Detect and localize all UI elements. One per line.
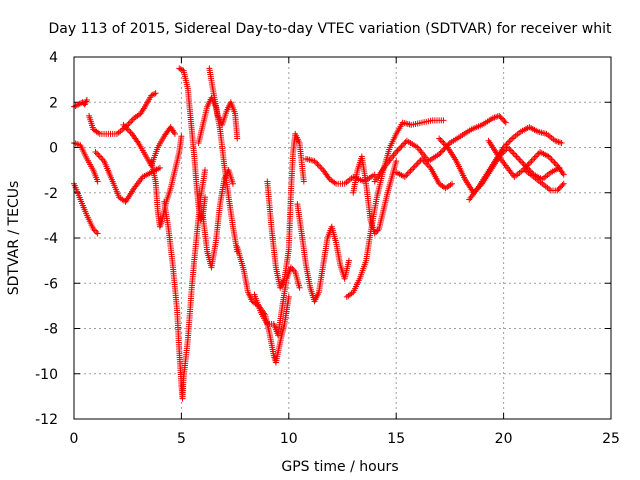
data-point-markers bbox=[343, 117, 447, 300]
data-point-markers bbox=[71, 139, 101, 185]
data-series-sat-w bbox=[466, 124, 565, 203]
data-point-markers bbox=[485, 137, 567, 180]
x-tick-label: 10 bbox=[280, 431, 298, 447]
data-point-markers bbox=[71, 180, 101, 237]
y-axis-label: SDTVAR / TECUs bbox=[6, 181, 22, 296]
grid bbox=[74, 57, 611, 419]
data-point-markers bbox=[161, 167, 209, 402]
data-point-markers bbox=[206, 65, 241, 142]
data-point-markers bbox=[393, 155, 456, 192]
axis-ticks: 0 5 10 15 20 25 -12 -10 -8 -6 -4 -2 0 2 4 bbox=[35, 50, 620, 447]
chart-title: Day 113 of 2015, Sidereal Day-to-day VTE… bbox=[49, 21, 612, 37]
data-point-markers bbox=[294, 201, 352, 305]
data-series-sat-f bbox=[120, 121, 178, 169]
y-tick-label: 0 bbox=[49, 141, 58, 157]
y-tick-label: -10 bbox=[35, 367, 58, 383]
data-series-sat-h bbox=[161, 167, 209, 402]
x-tick-label: 0 bbox=[70, 431, 79, 447]
data-series-sat-t bbox=[371, 112, 509, 185]
data-series-sat-a bbox=[71, 180, 101, 237]
data-series-sat-x bbox=[485, 137, 567, 180]
data-series-sat-p bbox=[294, 201, 352, 305]
x-tick-label: 5 bbox=[177, 431, 186, 447]
data-point-markers bbox=[371, 112, 509, 185]
x-axis-label: GPS time / hours bbox=[281, 459, 398, 475]
x-tick-label: 15 bbox=[387, 431, 405, 447]
data-series-sat-e bbox=[92, 149, 163, 205]
data-series-sat-b bbox=[71, 139, 101, 185]
data-point-markers bbox=[199, 167, 236, 271]
y-tick-label: -4 bbox=[44, 231, 58, 247]
plot-area bbox=[71, 65, 567, 402]
data-series-sat-d bbox=[86, 90, 159, 137]
data-series-sat-y bbox=[522, 167, 567, 194]
y-tick-label: -6 bbox=[44, 276, 58, 292]
plot-frame bbox=[73, 56, 612, 420]
y-tick-label: 2 bbox=[49, 95, 58, 111]
x-tick-label: 25 bbox=[602, 431, 620, 447]
data-point-markers bbox=[522, 167, 567, 194]
x-tick-label: 20 bbox=[495, 431, 513, 447]
y-tick-label: -12 bbox=[35, 412, 58, 428]
data-point-markers bbox=[120, 121, 178, 169]
y-tick-label: 4 bbox=[49, 50, 58, 66]
data-series-sat-l bbox=[206, 65, 241, 142]
y-tick-label: -8 bbox=[44, 322, 58, 338]
data-point-markers bbox=[466, 124, 565, 203]
data-series-sat-k bbox=[199, 167, 236, 271]
data-series-sat-u bbox=[393, 155, 456, 192]
data-series-sat-o bbox=[264, 130, 307, 291]
y-tick-label: -2 bbox=[44, 186, 58, 202]
data-point-markers bbox=[92, 149, 163, 205]
data-series-sat-s bbox=[343, 117, 447, 300]
data-point-markers bbox=[264, 130, 307, 291]
data-point-markers bbox=[86, 90, 159, 137]
